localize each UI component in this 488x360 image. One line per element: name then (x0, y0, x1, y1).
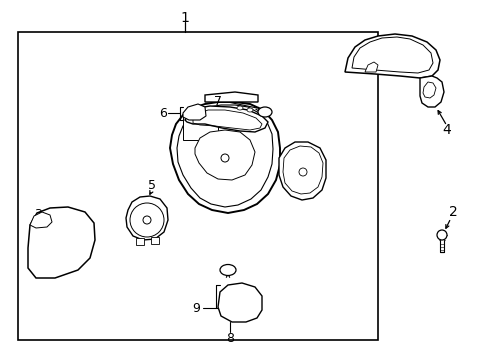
Circle shape (130, 203, 163, 237)
Polygon shape (345, 34, 439, 78)
Text: 9: 9 (192, 302, 200, 315)
Polygon shape (364, 62, 377, 72)
Circle shape (142, 216, 151, 224)
Bar (151, 237, 159, 244)
Polygon shape (170, 102, 280, 213)
Ellipse shape (237, 106, 243, 110)
Text: 4: 4 (442, 123, 450, 137)
Text: 3: 3 (34, 207, 42, 220)
Ellipse shape (258, 107, 271, 117)
Polygon shape (279, 142, 325, 200)
Text: 5: 5 (148, 179, 156, 192)
Bar (18, 32, 377, 340)
Bar (183, 112, 218, 140)
Polygon shape (419, 76, 443, 107)
Ellipse shape (246, 108, 252, 112)
Polygon shape (30, 212, 52, 228)
Circle shape (221, 154, 228, 162)
Text: 7: 7 (214, 95, 222, 108)
Circle shape (436, 230, 446, 240)
Text: 1: 1 (180, 11, 189, 25)
Polygon shape (195, 130, 254, 180)
Circle shape (298, 168, 306, 176)
Polygon shape (184, 106, 267, 132)
Text: 6: 6 (159, 107, 166, 120)
Bar (136, 238, 143, 245)
Text: 2: 2 (447, 205, 456, 219)
Ellipse shape (220, 265, 236, 275)
Text: 8: 8 (225, 332, 234, 345)
Polygon shape (218, 283, 262, 322)
Polygon shape (204, 92, 258, 102)
Polygon shape (183, 104, 205, 120)
Polygon shape (126, 196, 168, 240)
Polygon shape (28, 207, 95, 278)
